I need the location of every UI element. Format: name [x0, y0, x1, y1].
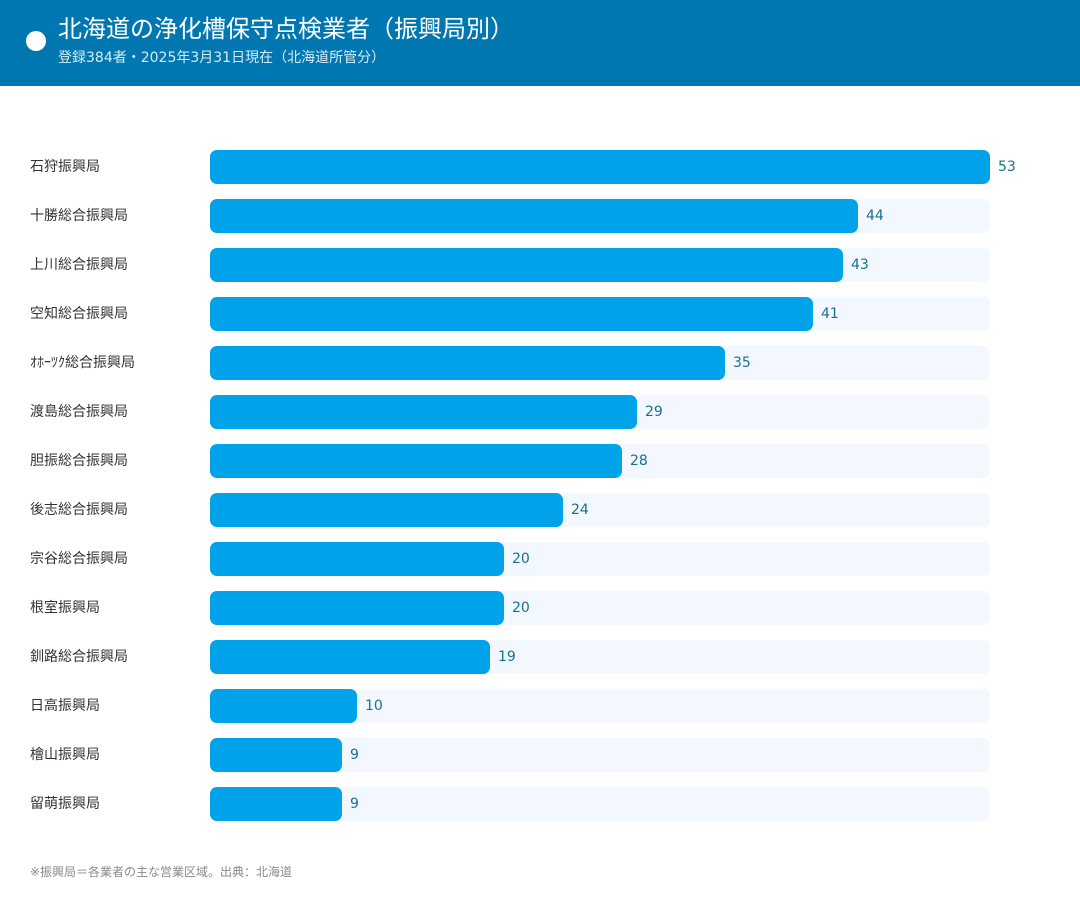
value-label: 29 — [645, 404, 663, 420]
value-label: 24 — [571, 502, 589, 518]
value-label: 44 — [866, 208, 884, 224]
bar — [210, 542, 504, 576]
value-label: 43 — [851, 257, 869, 273]
value-label: 19 — [498, 649, 516, 665]
bar-row: 後志総合振興局 24 — [0, 492, 1080, 528]
bar-row: 日高振興局 10 — [0, 688, 1080, 724]
value-label: 9 — [350, 747, 359, 763]
chart-subtitle: 登録384者・2025年3月31日現在（北海道所管分） — [58, 50, 386, 66]
category-label: 胆振総合振興局 — [30, 453, 128, 469]
bar-row: ｵﾎｰﾂｸ総合振興局 35 — [0, 345, 1080, 381]
category-label: 石狩振興局 — [30, 159, 100, 175]
bar — [210, 493, 563, 527]
bar — [210, 150, 990, 184]
bar-row: 石狩振興局 53 — [0, 149, 1080, 185]
bar — [210, 689, 357, 723]
bar-row: 渡島総合振興局 29 — [0, 394, 1080, 430]
bar-row: 宗谷総合振興局 20 — [0, 541, 1080, 577]
value-label: 20 — [512, 551, 530, 567]
category-label: 日高振興局 — [30, 698, 100, 714]
category-label: 渡島総合振興局 — [30, 404, 128, 420]
header-dot-icon — [26, 31, 46, 51]
bar — [210, 640, 490, 674]
bar-row: 留萌振興局 9 — [0, 786, 1080, 822]
bar — [210, 346, 725, 380]
bar — [210, 199, 858, 233]
category-label: 空知総合振興局 — [30, 306, 128, 322]
value-label: 35 — [733, 355, 751, 371]
bar — [210, 591, 504, 625]
chart-title: 北海道の浄化槽保守点検業者（振興局別） — [58, 15, 514, 43]
bar — [210, 738, 342, 772]
bar-row: 空知総合振興局 41 — [0, 296, 1080, 332]
category-label: 十勝総合振興局 — [30, 208, 128, 224]
bar — [210, 395, 637, 429]
bar-row: 上川総合振興局 43 — [0, 247, 1080, 283]
bar-row: 十勝総合振興局 44 — [0, 198, 1080, 234]
value-label: 41 — [821, 306, 839, 322]
value-label: 28 — [630, 453, 648, 469]
bar-row: 根室振興局 20 — [0, 590, 1080, 626]
bar-row: 釧路総合振興局 19 — [0, 639, 1080, 675]
bar-row: 檜山振興局 9 — [0, 737, 1080, 773]
chart-header: 北海道の浄化槽保守点検業者（振興局別） 登録384者・2025年3月31日現在（… — [0, 0, 1080, 86]
bar — [210, 444, 622, 478]
value-label: 9 — [350, 796, 359, 812]
category-label: 留萌振興局 — [30, 796, 100, 812]
value-label: 20 — [512, 600, 530, 616]
value-label: 53 — [998, 159, 1016, 175]
category-label: 宗谷総合振興局 — [30, 551, 128, 567]
category-label: 上川総合振興局 — [30, 257, 128, 273]
category-label: 根室振興局 — [30, 600, 100, 616]
footnote: ※振興局＝各業者の主な営業区域。出典：北海道 — [30, 865, 293, 879]
bar — [210, 248, 843, 282]
category-label: ｵﾎｰﾂｸ総合振興局 — [30, 355, 135, 371]
bar — [210, 787, 342, 821]
bar-row: 胆振総合振興局 28 — [0, 443, 1080, 479]
bar — [210, 297, 813, 331]
bar-chart: 石狩振興局 53 十勝総合振興局 44 上川総合振興局 43 空知総合振興局 41 ｵﾎｰﾂｸ総… — [0, 86, 1080, 846]
category-label: 後志総合振興局 — [30, 502, 128, 518]
category-label: 檜山振興局 — [30, 747, 100, 763]
value-label: 10 — [365, 698, 383, 714]
category-label: 釧路総合振興局 — [30, 649, 128, 665]
